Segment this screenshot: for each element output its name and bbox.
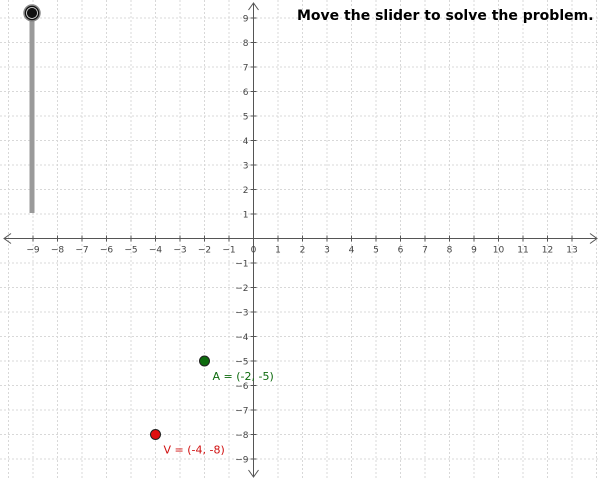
y-tick-label: −9 <box>235 456 249 466</box>
y-tick-label: −1 <box>235 260 248 270</box>
x-tick-label: −9 <box>26 246 40 256</box>
x-tick-label: 5 <box>373 246 379 256</box>
y-tick-label: 6 <box>243 88 249 98</box>
y-tick-label: −2 <box>235 284 248 294</box>
x-tick-label: 9 <box>471 246 477 256</box>
x-tick-label: 2 <box>300 246 306 256</box>
point-a-label: A = (-2, -5) <box>213 370 274 383</box>
x-tick-label: 1 <box>275 246 281 256</box>
x-tick-label: −1 <box>222 246 235 256</box>
y-axis-arrow-down <box>248 469 259 478</box>
y-tick-label: −7 <box>235 407 248 417</box>
x-tick-label: 10 <box>493 246 505 256</box>
x-tick-label: 3 <box>324 246 330 256</box>
x-tick-label: 11 <box>517 246 528 256</box>
points-layer: A = (-2, -5) V = (-4, -8) <box>150 355 274 457</box>
x-tick-label: 6 <box>398 246 404 256</box>
x-tick-label: −6 <box>100 246 114 256</box>
x-tick-label: 8 <box>447 246 453 256</box>
slider-knob-ring[interactable] <box>26 7 38 19</box>
y-tick-label: −4 <box>235 333 249 343</box>
y-axis-arrow-up <box>248 2 259 11</box>
x-tick-label: 0 <box>251 246 257 256</box>
x-tick-label: −3 <box>173 246 186 256</box>
x-tick-label: −5 <box>124 246 137 256</box>
x-tick-label: −8 <box>51 246 65 256</box>
y-tick-label: −8 <box>235 431 249 441</box>
y-tick-label: −5 <box>235 358 248 368</box>
tick-labels: −9 −8 −7 −6 −5 −4 −3 −2 −1 0 1 2 3 4 5 6 7 8 9 10 11 12 13−9−8… <box>26 15 577 466</box>
point-v[interactable] <box>150 429 161 440</box>
axes <box>3 2 598 478</box>
y-tick-label: 9 <box>243 15 249 25</box>
y-tick-label: 2 <box>243 186 249 196</box>
x-tick-label: 12 <box>542 246 553 256</box>
y-tick-label: 3 <box>243 162 249 172</box>
x-tick-label: 13 <box>566 246 577 256</box>
instruction-title: Move the slider to solve the problem. <box>297 8 594 24</box>
x-axis-arrow-left <box>3 233 12 244</box>
x-axis-arrow-right <box>589 233 598 244</box>
slider[interactable] <box>23 4 41 213</box>
x-tick-label: 4 <box>349 246 355 256</box>
y-tick-label: 1 <box>243 211 249 221</box>
y-tick-label: 7 <box>243 64 249 74</box>
point-a[interactable] <box>199 355 210 367</box>
y-tick-label: 5 <box>243 113 249 123</box>
y-tick-label: 4 <box>243 137 249 147</box>
point-v-label: V = (-4, -8) <box>164 444 225 457</box>
y-tick-label: 8 <box>243 39 249 49</box>
x-tick-label: −7 <box>75 246 88 256</box>
y-tick-label: −3 <box>235 309 248 319</box>
x-tick-label: 7 <box>422 246 428 256</box>
x-tick-label: −4 <box>149 246 163 256</box>
y-tick-label: −6 <box>235 382 249 392</box>
x-tick-label: −2 <box>198 246 211 256</box>
